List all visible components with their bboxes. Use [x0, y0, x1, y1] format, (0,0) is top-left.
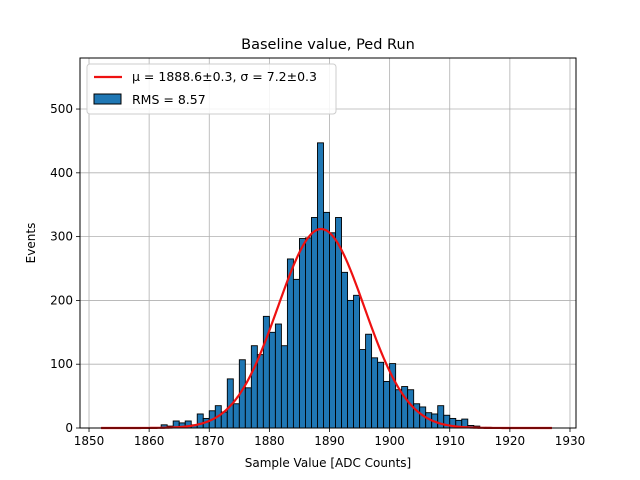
- x-tick-label: 1890: [314, 434, 345, 448]
- histogram-bar: [286, 258, 294, 429]
- histogram-bar: [292, 278, 300, 429]
- histogram-bar: [196, 413, 204, 429]
- histogram-bar: [365, 333, 373, 429]
- chart-title: Baseline value, Ped Run: [241, 37, 415, 53]
- y-axis-ticks: 0 100 200 300 400 500: [50, 102, 80, 435]
- histogram-bar: [317, 142, 324, 429]
- x-tick-label: 1920: [495, 434, 526, 448]
- y-tick-label: 0: [65, 421, 73, 435]
- legend-fit-label: μ = 1888.6±0.3, σ = 7.2±0.3: [132, 69, 317, 84]
- x-tick-label: 1870: [194, 434, 225, 448]
- histogram-bar: [250, 345, 258, 429]
- histogram-bar: [280, 345, 288, 429]
- y-tick-label: 400: [50, 166, 73, 180]
- y-tick-label: 300: [50, 230, 73, 244]
- histogram-bar: [383, 380, 391, 429]
- x-tick-label: 1930: [555, 434, 586, 448]
- histogram-bar: [407, 389, 415, 429]
- plot-frame: [79, 57, 577, 429]
- histogram-bar: [268, 331, 276, 429]
- histogram-bar: [341, 271, 348, 429]
- histogram-bar: [305, 237, 312, 429]
- legend-box: [86, 63, 337, 115]
- histogram-bar: [371, 357, 379, 429]
- histogram-bar: [274, 323, 282, 429]
- histogram-bar: [298, 238, 306, 429]
- histogram-bar: [244, 387, 252, 429]
- histogram-bar: [232, 403, 240, 429]
- x-tick-label: 1900: [374, 434, 405, 448]
- y-tick-label: 100: [50, 357, 73, 371]
- y-tick-label: 500: [50, 102, 73, 116]
- x-tick-label: 1880: [254, 434, 285, 448]
- x-tick-label: 1860: [134, 434, 165, 448]
- histogram-bar: [377, 361, 385, 429]
- legend: μ = 1888.6±0.3, σ = 7.2±0.3 RMS = 8.57: [86, 63, 337, 115]
- y-tick-label: 200: [50, 293, 73, 307]
- histogram-bar: [311, 217, 318, 429]
- legend-histogram-swatch: [93, 93, 122, 105]
- x-axis-ticks: 1850 1860 1870 1880 1890 1900 1910 1920 1930: [74, 428, 586, 448]
- histogram-bar: [347, 299, 355, 429]
- y-axis-label: Events: [24, 223, 38, 264]
- histogram-bar: [353, 294, 361, 429]
- histogram-bar: [323, 211, 330, 429]
- x-axis-label: Sample Value [ADC Counts]: [245, 456, 411, 470]
- histogram-bar: [256, 354, 264, 429]
- histogram-bar: [359, 349, 367, 429]
- x-tick-label: 1910: [434, 434, 465, 448]
- legend-histogram-label: RMS = 8.57: [132, 92, 206, 107]
- x-tick-label: 1850: [74, 434, 105, 448]
- histogram-bar: [395, 389, 403, 429]
- histogram-bar: [329, 232, 336, 429]
